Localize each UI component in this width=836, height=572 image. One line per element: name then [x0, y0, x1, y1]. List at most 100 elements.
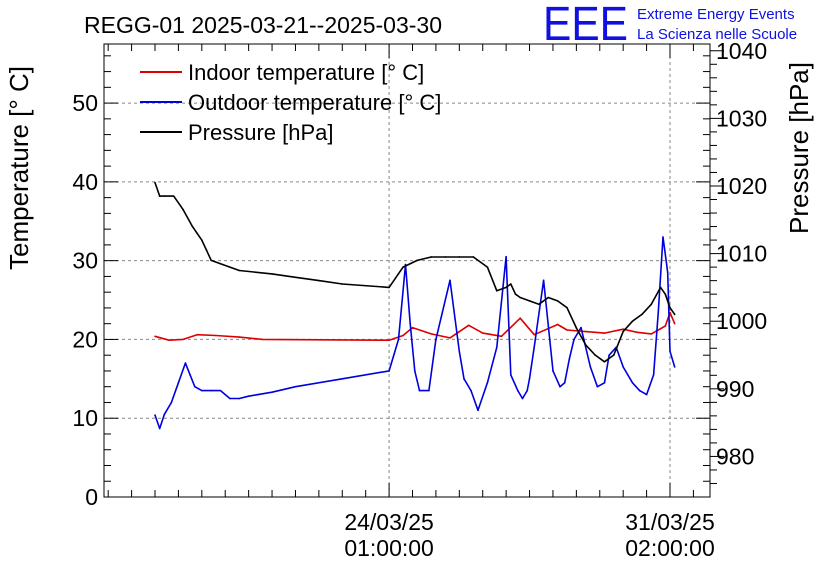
y2-tick-label: 1020 — [716, 173, 767, 199]
data-point-pressure — [641, 313, 643, 316]
data-point-pressure — [271, 273, 273, 275]
data-point-pressure — [219, 262, 222, 265]
right-axis: 980 990 1000 1010 1020 1030 1040 — [709, 38, 767, 497]
data-point-pressure — [458, 256, 461, 258]
data-point-outdoor — [193, 385, 196, 388]
data-point-pressure — [238, 269, 241, 272]
data-point-outdoor — [622, 366, 624, 368]
data-point-outdoor — [257, 393, 259, 396]
data-point-outdoor — [238, 397, 241, 400]
data-point-pressure — [673, 313, 676, 316]
data-point-outdoor — [201, 389, 203, 392]
series-line-outdoor — [154, 236, 676, 430]
y2-tick-label: 1030 — [716, 105, 767, 131]
y2-tick-label: 1010 — [716, 241, 767, 267]
data-point-pressure — [528, 300, 531, 302]
data-point-outdoor — [603, 381, 606, 384]
data-point-indoor — [215, 334, 217, 337]
data-point-indoor — [481, 332, 484, 334]
data-point-pressure — [229, 266, 231, 268]
data-point-pressure — [575, 327, 578, 329]
data-point-pressure — [294, 276, 297, 279]
data-point-outdoor — [163, 413, 166, 416]
x-tick-label-date: 24/03/25 — [344, 509, 434, 535]
data-point-pressure — [519, 296, 521, 299]
data-point-indoor — [182, 338, 184, 341]
data-point-outdoor — [608, 354, 610, 356]
data-point-pressure — [584, 344, 587, 346]
data-point-indoor — [673, 322, 676, 325]
data-point-pressure — [172, 195, 175, 197]
data-point-pressure — [191, 225, 194, 228]
y2-tick-label: 980 — [716, 443, 754, 469]
series-layer — [154, 181, 676, 430]
y-axis-label: Temperature [° C] — [4, 66, 34, 270]
y2-tick-label: 1000 — [716, 308, 767, 334]
data-point-pressure — [566, 306, 568, 309]
data-point-outdoor — [528, 378, 531, 380]
logo-line1: Extreme Energy Events — [637, 6, 795, 23]
data-point-outdoor — [510, 374, 512, 376]
data-point-outdoor — [397, 338, 400, 341]
data-point-pressure — [594, 354, 596, 356]
x-tick-label-time: 01:00:00 — [344, 535, 434, 561]
data-point-pressure — [659, 286, 662, 289]
data-point-indoor — [650, 333, 653, 335]
data-point-outdoor — [521, 397, 524, 400]
data-point-outdoor — [154, 414, 156, 416]
data-point-outdoor — [552, 370, 554, 372]
data-point-outdoor — [673, 366, 676, 368]
data-point-indoor — [388, 339, 390, 342]
data-point-pressure — [430, 256, 433, 258]
data-point-outdoor — [409, 322, 411, 325]
series-line-indoor — [154, 311, 676, 342]
data-point-pressure — [163, 195, 166, 197]
y-tick-label: 20 — [72, 326, 98, 352]
y-tick-label: 30 — [72, 248, 98, 274]
data-point-outdoor — [210, 389, 212, 392]
data-point-outdoor — [533, 346, 536, 349]
data-point-indoor — [196, 333, 198, 336]
data-point-pressure — [182, 208, 184, 211]
data-point-pressure — [514, 293, 517, 295]
data-point-outdoor — [666, 271, 669, 274]
series-line-pressure — [154, 182, 676, 363]
legend-label-indoor: Indoor temperature [° C] — [188, 60, 424, 85]
data-point-indoor — [533, 333, 536, 336]
data-point-outdoor — [631, 381, 634, 384]
data-point-outdoor — [542, 279, 545, 282]
legend: Indoor temperature [° C] Outdoor tempera… — [140, 60, 441, 145]
data-point-outdoor — [158, 427, 161, 430]
data-point-outdoor — [657, 311, 660, 313]
data-point-indoor — [636, 331, 639, 334]
data-point-indoor — [500, 335, 503, 338]
data-point-pressure — [402, 266, 404, 268]
data-point-pressure — [444, 256, 447, 258]
data-point-indoor — [603, 332, 606, 334]
gridlines — [104, 44, 710, 497]
data-point-indoor — [402, 334, 404, 337]
data-point-pressure — [669, 306, 671, 309]
data-point-pressure — [158, 195, 161, 197]
data-point-outdoor — [505, 255, 507, 258]
data-point-outdoor — [189, 374, 191, 376]
data-point-outdoor — [170, 401, 173, 404]
y2-axis-label: Pressure [hPa] — [784, 62, 814, 234]
data-point-pressure — [196, 232, 198, 235]
data-point-outdoor — [645, 393, 648, 396]
data-point-indoor — [261, 338, 264, 341]
y-tick-label: 0 — [85, 484, 98, 510]
data-point-pressure — [664, 293, 667, 295]
data-point-outdoor — [229, 397, 231, 400]
chart-title: REGG-01 2025-03-21--2025-03-30 — [84, 12, 442, 38]
data-point-outdoor — [580, 326, 582, 329]
y-tick-label: 10 — [72, 405, 98, 431]
legend-label-pressure: Pressure [hPa] — [188, 120, 334, 145]
data-point-outdoor — [294, 385, 297, 388]
x-tick-label-date: 31/03/25 — [625, 509, 715, 535]
data-point-indoor — [430, 333, 433, 335]
left-axis: 0 10 20 30 40 50 — [72, 55, 710, 510]
data-point-pressure — [556, 300, 559, 302]
